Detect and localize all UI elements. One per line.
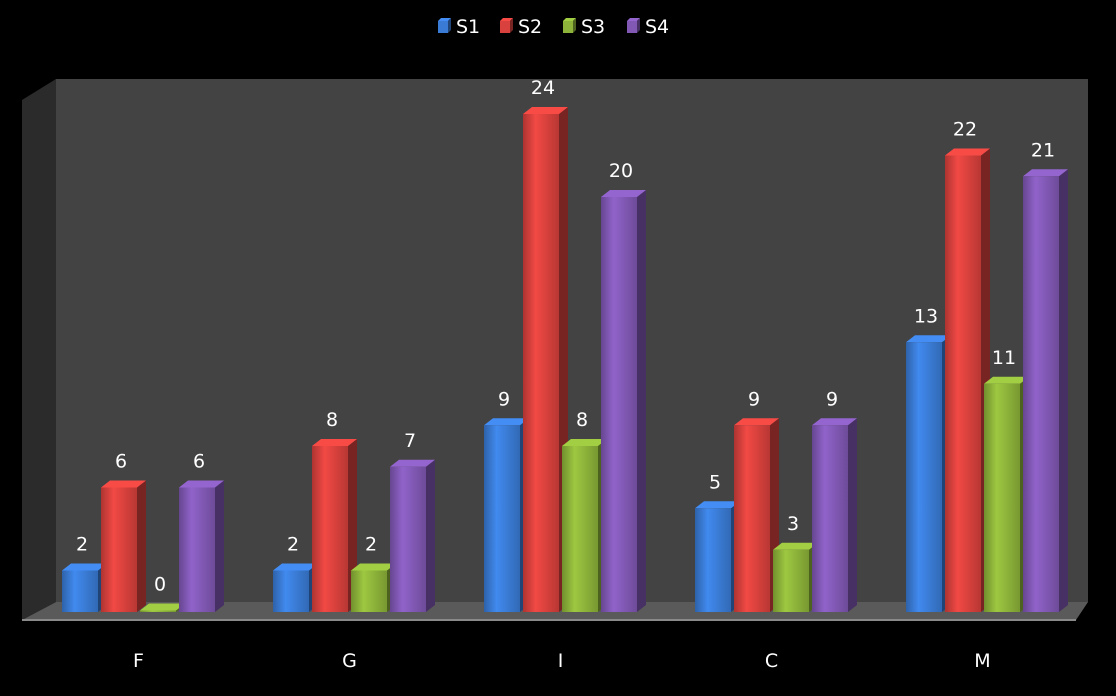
value-label-s1-i: 9 xyxy=(498,388,510,410)
legend: S1 S2 S3 S4 xyxy=(438,16,669,38)
bar-s3-g xyxy=(351,563,396,612)
bar-s4-g xyxy=(390,459,435,612)
bar-s4-f xyxy=(179,480,224,612)
bar-s3-i xyxy=(562,439,607,612)
value-label-s3-g: 2 xyxy=(365,534,377,556)
legend-item-s2: S2 xyxy=(500,16,542,38)
value-label-s2-c: 9 xyxy=(748,388,760,410)
value-labels-layer: 2 6 0 6 2 8 2 7 9 24 8 20 5 9 3 9 13 22 11 21 xyxy=(76,77,1055,596)
legend-label-s2: S2 xyxy=(518,16,542,38)
bar-s1-f xyxy=(62,563,107,612)
left-wall xyxy=(22,79,56,620)
legend-label-s3: S3 xyxy=(581,16,605,38)
legend-item-s4: S4 xyxy=(627,16,669,38)
bar-s1-i xyxy=(484,418,529,612)
value-label-s3-i: 8 xyxy=(576,409,588,431)
bar-s2-f xyxy=(101,480,146,612)
category-label-m: M xyxy=(974,650,990,672)
value-label-s1-g: 2 xyxy=(287,534,299,556)
bar-s4-m xyxy=(1023,169,1068,612)
category-label-f: F xyxy=(133,650,144,672)
value-label-s3-c: 3 xyxy=(787,513,799,535)
legend-label-s1: S1 xyxy=(456,16,480,38)
bar-s1-c xyxy=(695,501,740,612)
legend-label-s4: S4 xyxy=(645,16,669,38)
bar-s2-m xyxy=(945,148,990,612)
bar-s2-g xyxy=(312,439,357,612)
bar-s4-i xyxy=(601,190,646,612)
bar-s1-g xyxy=(273,563,318,612)
bar-s4-c xyxy=(812,418,857,612)
bar-s3-c xyxy=(773,542,818,612)
category-label-c: C xyxy=(765,650,778,672)
value-label-s3-f: 0 xyxy=(154,574,166,596)
legend-swatch-s2 xyxy=(500,21,510,33)
bar-s2-c xyxy=(734,418,779,612)
value-label-s1-m: 13 xyxy=(914,305,938,327)
category-label-g: G xyxy=(342,650,357,672)
legend-swatch-s1 xyxy=(438,21,448,33)
legend-swatch-s4 xyxy=(627,21,637,33)
bar-s1-m xyxy=(906,335,951,612)
value-label-s4-g: 7 xyxy=(404,430,416,452)
value-label-s3-m: 11 xyxy=(992,347,1016,369)
category-label-i: I xyxy=(558,650,564,672)
legend-item-s3: S3 xyxy=(563,16,605,38)
legend-item-s1: S1 xyxy=(438,16,480,38)
value-label-s2-m: 22 xyxy=(953,119,977,141)
bar-s3-m xyxy=(984,376,1029,612)
value-label-s4-m: 21 xyxy=(1031,139,1055,161)
bars-layer xyxy=(62,107,1068,612)
bar-s2-i xyxy=(523,107,568,612)
value-label-s2-i: 24 xyxy=(531,77,555,99)
value-label-s4-f: 6 xyxy=(193,451,205,473)
value-label-s4-i: 20 xyxy=(609,160,633,182)
value-label-s4-c: 9 xyxy=(826,388,838,410)
value-label-s1-f: 2 xyxy=(76,534,88,556)
value-label-s2-f: 6 xyxy=(115,451,127,473)
value-label-s1-c: 5 xyxy=(709,471,721,493)
value-label-s2-g: 8 xyxy=(326,409,338,431)
legend-swatch-s3 xyxy=(563,21,573,33)
